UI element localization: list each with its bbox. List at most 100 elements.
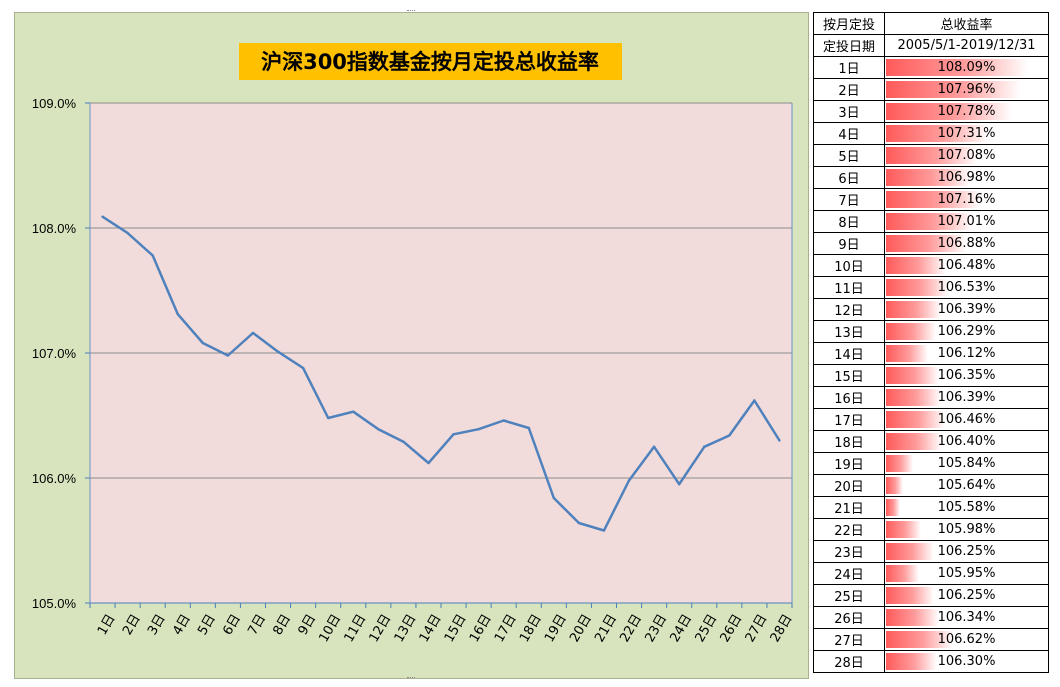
day-cell[interactable]: 3日	[813, 100, 885, 123]
data-bar	[886, 191, 981, 208]
day-cell[interactable]: 6日	[813, 166, 885, 189]
series-line	[101, 215, 781, 532]
day-cell[interactable]: 14日	[813, 342, 885, 365]
data-point	[627, 479, 631, 482]
day-cell[interactable]: 26日	[813, 606, 885, 629]
data-bar	[886, 169, 972, 186]
return-cell[interactable]: 106.40%	[884, 430, 1049, 453]
data-point	[602, 529, 606, 532]
x-tick-label: 22日	[617, 612, 645, 645]
day-cell[interactable]: 25日	[813, 584, 885, 607]
return-cell[interactable]: 107.16%	[884, 188, 1049, 211]
table-row: 1日 108.09%	[813, 56, 1049, 79]
return-cell[interactable]: 105.98%	[884, 518, 1049, 541]
return-cell[interactable]: 108.09%	[884, 56, 1049, 79]
return-cell[interactable]: 107.01%	[884, 210, 1049, 233]
axes	[89, 103, 793, 608]
chart-area[interactable]: 沪深300指数基金按月定投总收益率 105.0% 106.0% 107.0% 108.…	[14, 10, 809, 681]
chart-title: 沪深300指数基金按月定投总收益率	[261, 50, 599, 74]
header-cell[interactable]: 2005/5/1-2019/12/31	[884, 34, 1049, 57]
return-cell[interactable]: 106.48%	[884, 254, 1049, 277]
x-tick-label: 19日	[542, 612, 570, 645]
data-bar	[886, 653, 937, 670]
return-cell[interactable]: 106.25%	[884, 584, 1049, 607]
day-cell[interactable]: 17日	[813, 408, 885, 431]
table-row: 22日 105.98%	[813, 518, 1049, 541]
return-cell[interactable]: 107.78%	[884, 100, 1049, 123]
return-cell[interactable]: 106.53%	[884, 276, 1049, 299]
table-row: 19日 105.84%	[813, 452, 1049, 475]
day-cell[interactable]: 5日	[813, 144, 885, 167]
day-cell[interactable]: 9日	[813, 232, 885, 255]
y-tick-label: 108.0%	[32, 221, 77, 236]
header-cell[interactable]: 按月定投	[813, 12, 885, 35]
return-value: 107.08%	[937, 148, 996, 163]
day-cell[interactable]: 4日	[813, 122, 885, 145]
return-value: 107.31%	[937, 126, 996, 141]
return-cell[interactable]: 105.64%	[884, 474, 1049, 497]
return-cell[interactable]: 106.88%	[884, 232, 1049, 255]
data-point	[778, 439, 781, 442]
header-cell[interactable]: 定投日期	[813, 34, 885, 57]
return-cell[interactable]: 105.58%	[884, 496, 1049, 519]
day-cell[interactable]: 23日	[813, 540, 885, 563]
return-cell[interactable]: 106.35%	[884, 364, 1049, 387]
data-bar	[886, 609, 939, 626]
table-row: 23日 106.25%	[813, 540, 1049, 563]
return-value: 106.39%	[937, 390, 996, 405]
return-cell[interactable]: 105.84%	[884, 452, 1049, 475]
table-row: 9日 106.88%	[813, 232, 1049, 255]
day-cell[interactable]: 28日	[813, 650, 885, 673]
return-cell[interactable]: 106.29%	[884, 320, 1049, 343]
day-cell[interactable]: 2日	[813, 78, 885, 101]
return-cell[interactable]: 106.98%	[884, 166, 1049, 189]
day-cell[interactable]: 19日	[813, 452, 885, 475]
return-cell[interactable]: 107.96%	[884, 78, 1049, 101]
return-cell[interactable]: 106.12%	[884, 342, 1049, 365]
x-tick-label: 8日	[270, 612, 294, 638]
table-row: 10日 106.48%	[813, 254, 1049, 277]
day-cell[interactable]: 15日	[813, 364, 885, 387]
return-cell[interactable]: 107.08%	[884, 144, 1049, 167]
data-point	[326, 416, 330, 420]
x-tick-label: 3日	[145, 612, 169, 638]
day-cell[interactable]: 13日	[813, 320, 885, 343]
table-row: 2日 107.96%	[813, 78, 1049, 101]
table-row: 4日 107.31%	[813, 122, 1049, 145]
return-cell[interactable]: 106.34%	[884, 606, 1049, 629]
x-tick-label: 23日	[642, 612, 670, 645]
day-cell[interactable]: 21日	[813, 496, 885, 519]
resize-handle-top[interactable]	[407, 10, 415, 14]
table-row: 5日 107.08%	[813, 144, 1049, 167]
day-cell[interactable]: 27日	[813, 628, 885, 651]
day-cell[interactable]: 22日	[813, 518, 885, 541]
table-row: 21日 105.58%	[813, 496, 1049, 519]
return-cell[interactable]: 107.31%	[884, 122, 1049, 145]
return-cell[interactable]: 106.25%	[884, 540, 1049, 563]
return-cell[interactable]: 106.46%	[884, 408, 1049, 431]
data-bar	[886, 59, 1028, 76]
table-row: 6日 106.98%	[813, 166, 1049, 189]
return-value: 105.64%	[937, 478, 996, 493]
day-cell[interactable]: 20日	[813, 474, 885, 497]
return-cell[interactable]: 105.95%	[884, 562, 1049, 585]
day-cell[interactable]: 7日	[813, 188, 885, 211]
day-cell[interactable]: 11日	[813, 276, 885, 299]
day-cell[interactable]: 16日	[813, 386, 885, 409]
return-cell[interactable]: 106.39%	[884, 386, 1049, 409]
day-cell[interactable]: 1日	[813, 56, 885, 79]
day-cell[interactable]: 18日	[813, 430, 885, 453]
return-cell[interactable]: 106.62%	[884, 628, 1049, 651]
return-cell[interactable]: 106.39%	[884, 298, 1049, 321]
day-cell[interactable]: 24日	[813, 562, 885, 585]
day-cell[interactable]: 8日	[813, 210, 885, 233]
data-bar	[886, 455, 914, 472]
table-row: 3日 107.78%	[813, 100, 1049, 123]
day-cell[interactable]: 10日	[813, 254, 885, 277]
return-cell[interactable]: 106.30%	[884, 650, 1049, 673]
resize-handle-bottom[interactable]	[407, 677, 415, 681]
data-bar	[886, 587, 935, 604]
table-header-row-1: 按月定投 总收益率	[813, 12, 1049, 35]
header-cell[interactable]: 总收益率	[884, 12, 1049, 35]
day-cell[interactable]: 12日	[813, 298, 885, 321]
